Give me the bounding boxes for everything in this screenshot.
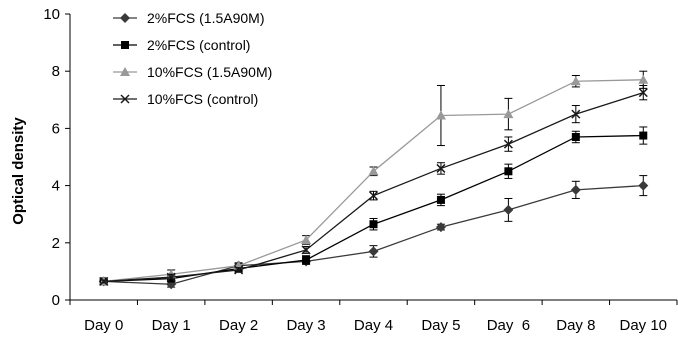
data-point [301,245,311,255]
x-tick-label: Day 2 [219,317,258,334]
x-tick-label: Day 1 [152,317,191,334]
y-axis-title: Optical density [10,117,27,225]
legend-label: 10%FCS (control) [147,91,258,107]
data-point [435,110,446,120]
data-point [503,109,514,119]
legend-marker [121,41,129,49]
x-tick-label: Day 6 [487,317,530,334]
data-point [166,272,176,282]
data-point [368,191,379,201]
data-point [570,76,581,86]
y-tick-label: 10 [43,6,60,23]
series-4 [99,85,648,286]
x-tick-label: Day 0 [84,317,123,334]
legend-entry: 2%FCS (1.5A90M) [113,10,264,26]
x-tick-label: Day 5 [421,317,460,334]
y-tick-label: 0 [52,292,60,309]
legend-marker [120,67,130,76]
axes [69,14,677,301]
x-tick-label: Day 4 [354,317,393,334]
data-point [638,88,648,98]
data-point [503,139,513,149]
data-point [369,220,378,229]
data-point [435,222,446,233]
data-point [436,195,445,204]
legend-entry: 2%FCS (control) [113,37,250,53]
y-tick-label: 2 [52,235,60,252]
data-point [571,109,581,119]
x-tick-label: Day 8 [556,317,595,334]
y-tick-label: 4 [52,178,60,195]
data-point [301,234,312,244]
data-point [436,163,446,173]
data-point [638,180,649,191]
legend-marker [120,13,130,23]
legend-entry: 10%FCS (1.5A90M) [113,64,272,80]
y-tick-label: 6 [52,120,60,137]
legend-label: 2%FCS (control) [147,37,250,53]
series-line [103,184,644,285]
x-axis-ticks: Day 0 Day 1 Day 2 Day 3 Day 4 Day 5 Day 6 Day 8… [69,300,678,334]
x-tick-label: Day 3 [286,317,325,334]
data-point [503,204,514,215]
data-point [234,265,244,275]
legend-label: 2%FCS (1.5A90M) [147,10,264,26]
legend-entry: 10%FCS (control) [113,91,258,107]
y-axis-ticks: 0 2 4 6 8 10 [43,6,70,309]
y-tick-label: 8 [52,63,60,80]
data-point [302,255,311,264]
data-point [638,74,649,84]
data-point [570,184,581,195]
legend: 2%FCS (1.5A90M) 2%FCS (control) 10%FCS (1.… [113,10,272,107]
series-2 [99,126,648,286]
series-layer [98,70,649,290]
data-point [571,132,580,141]
data-point [504,167,513,176]
data-point [99,276,109,286]
series-line [103,134,644,283]
legend-marker [120,94,130,104]
x-tick-label: Day 10 [620,317,668,334]
data-point [368,246,379,257]
legend-label: 10%FCS (1.5A90M) [147,64,272,80]
data-point [639,131,648,140]
data-point [368,166,379,176]
